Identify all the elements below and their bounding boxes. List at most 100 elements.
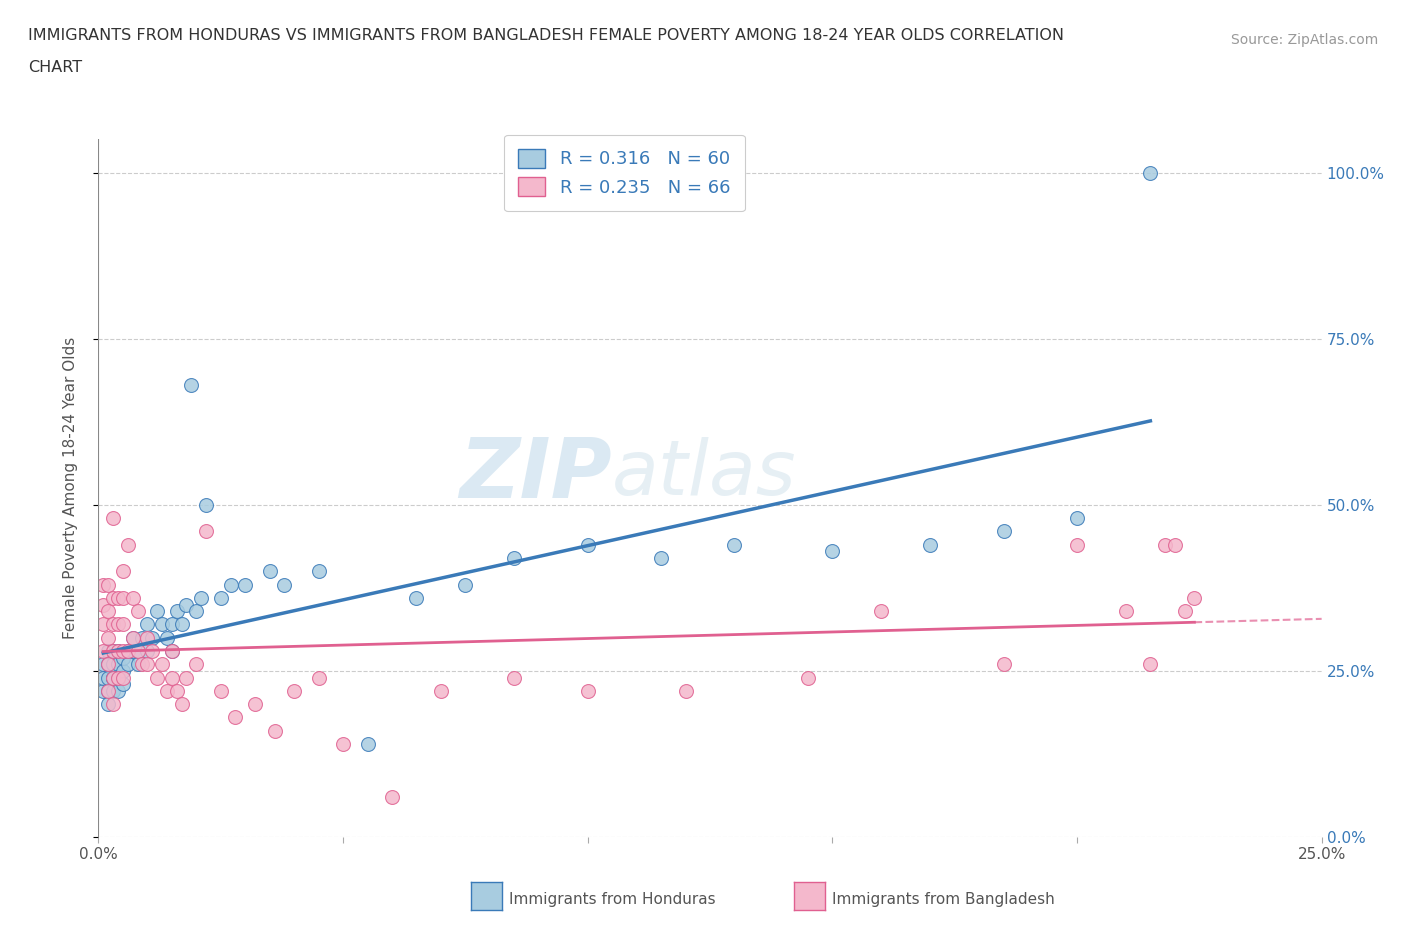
Point xyxy=(97,671,120,685)
Point xyxy=(146,671,169,685)
Point xyxy=(156,684,179,698)
Point xyxy=(209,591,232,605)
Point xyxy=(101,671,124,685)
Point xyxy=(993,657,1015,671)
Point xyxy=(160,671,183,685)
Point xyxy=(117,538,139,552)
Point xyxy=(190,591,212,605)
Point xyxy=(121,591,143,605)
Point xyxy=(97,578,120,592)
Point xyxy=(195,524,218,538)
Point xyxy=(91,671,114,685)
Point xyxy=(332,737,354,751)
Point xyxy=(131,631,153,645)
Point xyxy=(101,684,124,698)
Point xyxy=(91,644,114,658)
Point xyxy=(176,597,198,612)
Point xyxy=(97,644,120,658)
Point xyxy=(430,684,453,698)
Point xyxy=(150,617,173,631)
Point xyxy=(136,631,159,645)
Point xyxy=(91,597,114,612)
Point xyxy=(1154,538,1177,552)
Point xyxy=(141,644,163,658)
Point xyxy=(107,591,129,605)
Text: CHART: CHART xyxy=(28,60,82,75)
Point xyxy=(91,684,114,698)
Point xyxy=(97,657,120,671)
Point xyxy=(121,644,143,658)
Point xyxy=(111,650,134,665)
Point xyxy=(224,710,246,724)
Point xyxy=(107,644,129,658)
Point xyxy=(263,724,285,738)
Point xyxy=(675,684,697,698)
Point xyxy=(101,644,124,658)
Point xyxy=(101,511,124,525)
Point xyxy=(111,644,134,658)
Point xyxy=(308,564,330,578)
Point xyxy=(97,657,120,671)
Point xyxy=(117,644,139,658)
Point xyxy=(146,604,169,618)
Point xyxy=(186,604,208,618)
Point xyxy=(576,538,599,552)
Point xyxy=(1115,604,1137,618)
Point xyxy=(993,524,1015,538)
Point xyxy=(107,617,129,631)
Point xyxy=(176,671,198,685)
Point xyxy=(166,684,188,698)
Point xyxy=(111,564,134,578)
Point xyxy=(107,657,129,671)
Point xyxy=(1164,538,1187,552)
Point xyxy=(283,684,305,698)
Point xyxy=(273,578,295,592)
Point xyxy=(117,657,139,671)
Point xyxy=(117,644,139,658)
Point xyxy=(97,684,120,698)
Text: IMMIGRANTS FROM HONDURAS VS IMMIGRANTS FROM BANGLADESH FEMALE POVERTY AMONG 18-2: IMMIGRANTS FROM HONDURAS VS IMMIGRANTS F… xyxy=(28,28,1064,43)
Point xyxy=(454,578,477,592)
Point xyxy=(136,657,159,671)
Point xyxy=(131,657,153,671)
Point xyxy=(97,684,120,698)
Point xyxy=(91,657,114,671)
Point xyxy=(243,697,266,711)
Point xyxy=(150,657,173,671)
Point xyxy=(503,671,526,685)
Point xyxy=(127,644,149,658)
Point xyxy=(111,671,134,685)
Text: ZIP: ZIP xyxy=(460,433,612,515)
Point xyxy=(1066,511,1088,525)
Point xyxy=(127,657,149,671)
Point xyxy=(111,677,134,692)
Point xyxy=(121,631,143,645)
Point xyxy=(136,644,159,658)
Point xyxy=(101,617,124,631)
Point xyxy=(1139,657,1161,671)
Text: atlas: atlas xyxy=(612,437,797,512)
Point xyxy=(1066,538,1088,552)
Point xyxy=(111,663,134,678)
Point xyxy=(209,684,232,698)
Point xyxy=(356,737,378,751)
Point xyxy=(97,631,120,645)
Point xyxy=(650,551,672,565)
Point xyxy=(233,578,256,592)
Point xyxy=(160,617,183,631)
Point xyxy=(107,684,129,698)
Point xyxy=(160,644,183,658)
Point xyxy=(107,644,129,658)
Point xyxy=(381,790,404,804)
Point xyxy=(1174,604,1197,618)
Point xyxy=(160,644,183,658)
Point xyxy=(170,617,193,631)
Point xyxy=(576,684,599,698)
Point xyxy=(141,631,163,645)
Point xyxy=(503,551,526,565)
Point xyxy=(127,604,149,618)
Point xyxy=(107,671,129,685)
Point xyxy=(91,617,114,631)
Y-axis label: Female Poverty Among 18-24 Year Olds: Female Poverty Among 18-24 Year Olds xyxy=(63,338,77,640)
Point xyxy=(121,631,143,645)
